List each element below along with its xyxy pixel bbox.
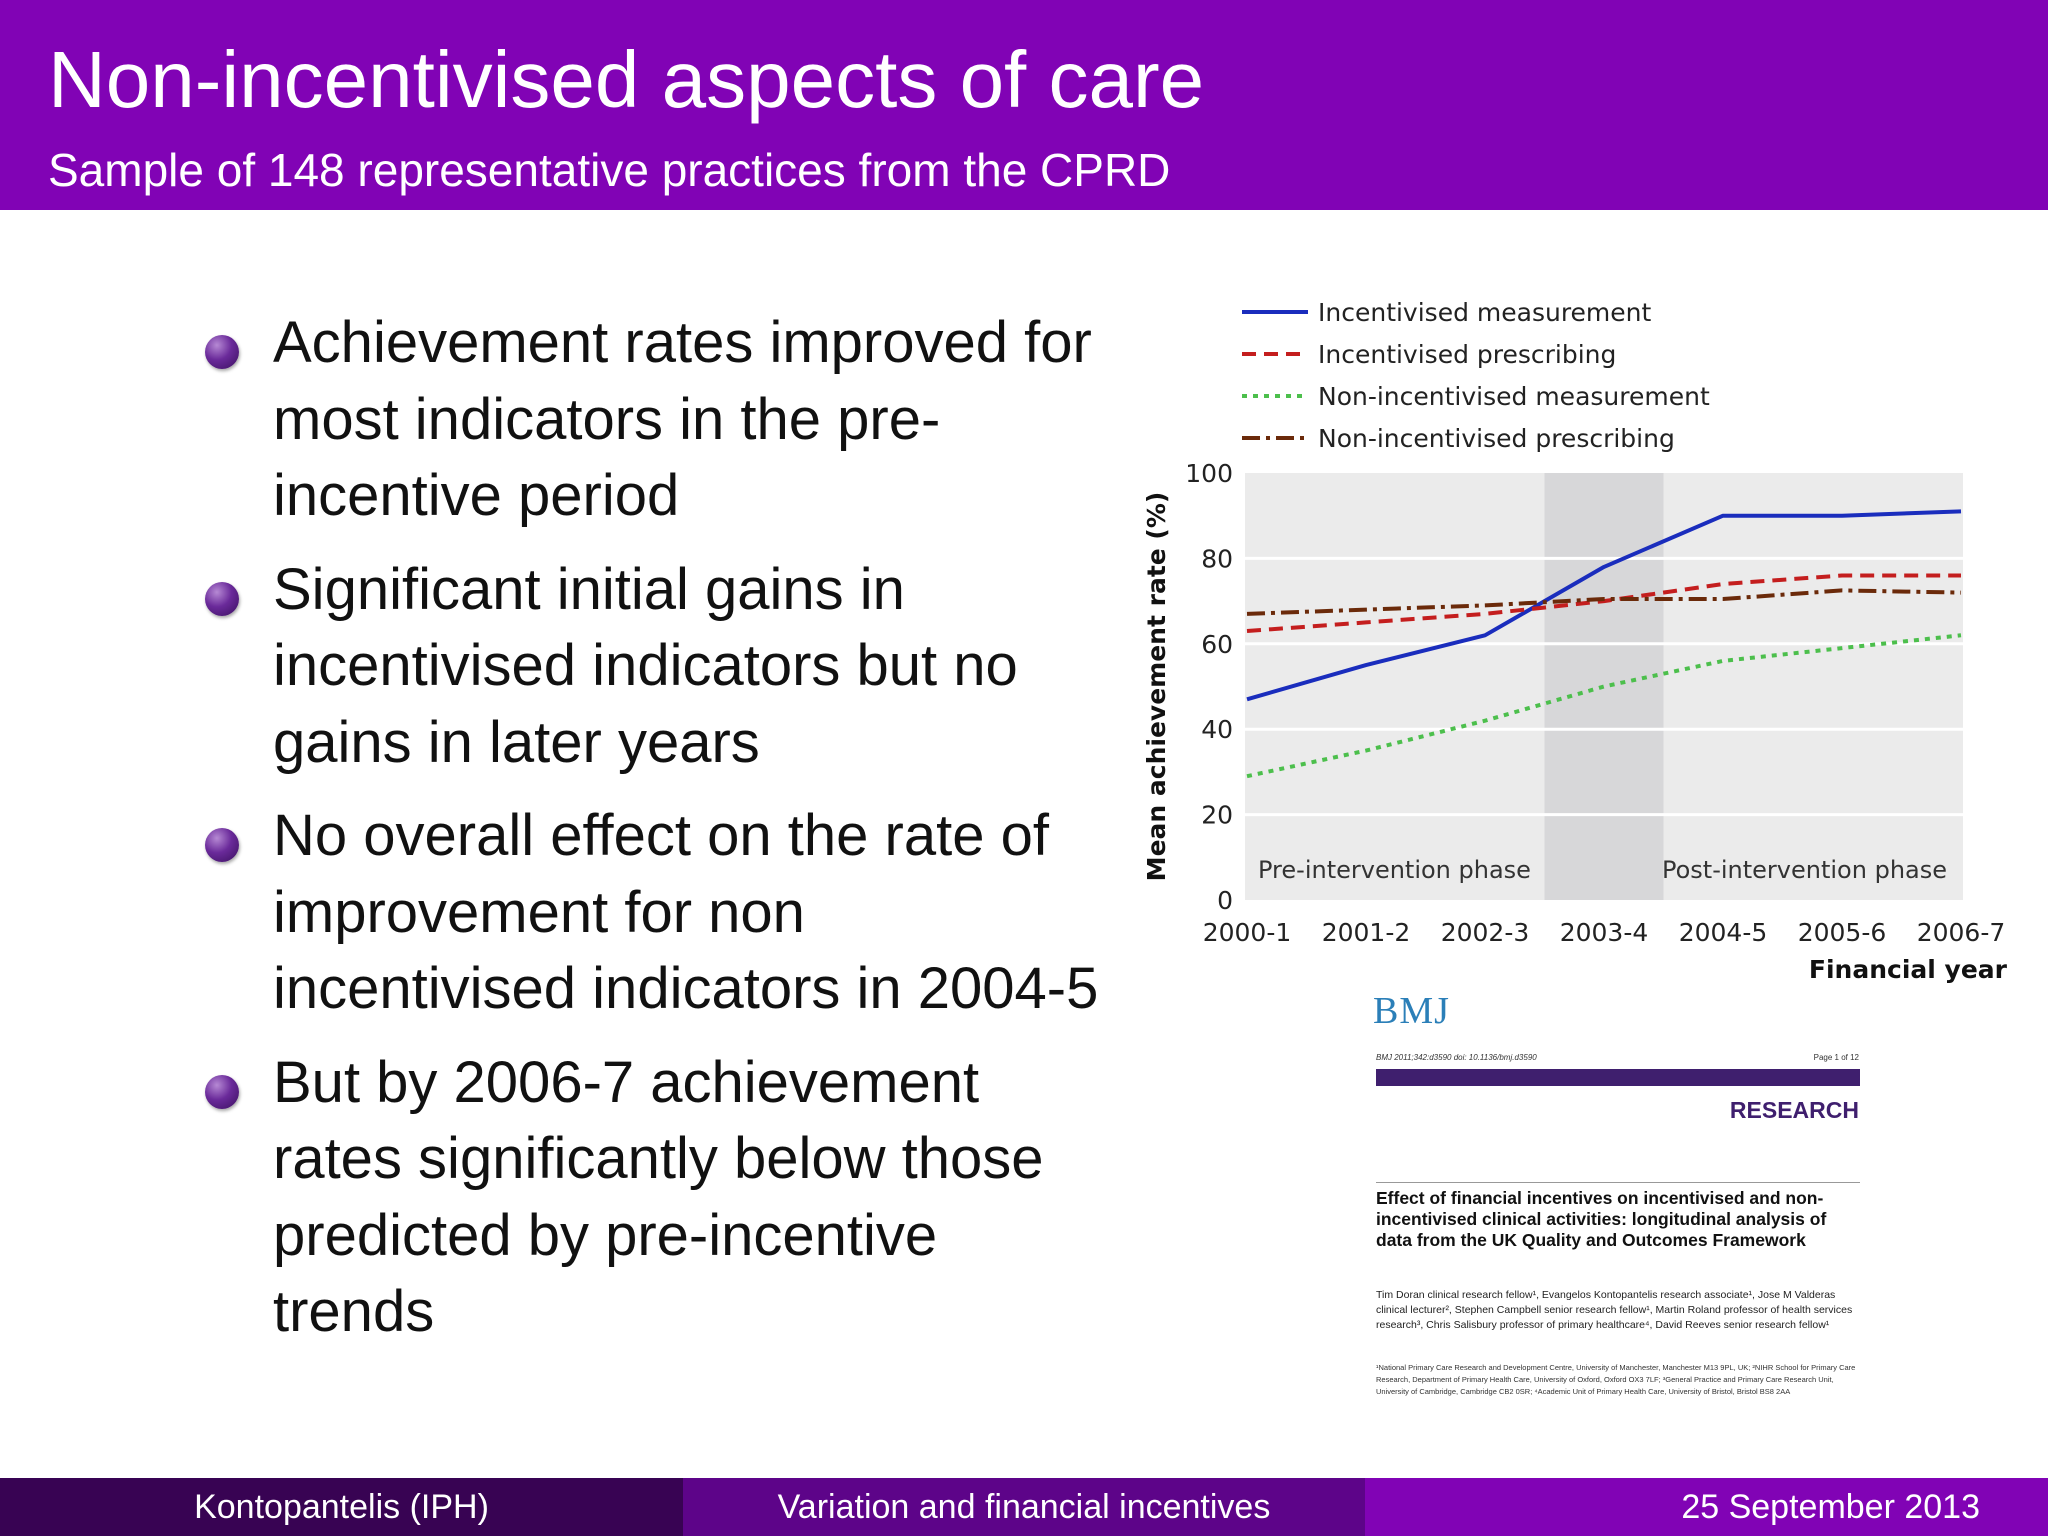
x-tick-label: 2005-6 [1798,918,1887,947]
x-tick-label: 2006-7 [1917,918,2006,947]
legend-label: Incentivised measurement [1318,298,1652,327]
y-tick-label: 20 [1201,801,1233,830]
bullet-ball-icon [205,581,239,616]
bmj-paper-snippet: BMJ BMJ 2011;342:d3590 doi: 10.1136/bmj.… [1370,985,1865,1405]
bullet-text: Significant initial gains in incentivise… [273,556,1018,775]
footer-date: 25 September 2013 [1365,1478,2048,1536]
achievement-line-chart: 0 20 40 60 80 100 2000-1 2001-2 2002-3 2003-4 2004… [1142,298,2008,984]
bullet-text: No overall effect on the rate of improve… [273,803,1099,1021]
paper-authors: Tim Doran clinical research fellow¹, Eva… [1376,1289,1853,1331]
slide-header: Non-incentivised aspects of care Sample … [0,0,2048,210]
y-axis-title: Mean achievement rate (%) [1142,492,1171,882]
series-line [1246,588,1962,616]
slide-title: Non-incentivised aspects of care [48,35,1205,124]
series-line [1246,509,1962,702]
y-tick-label: 60 [1201,630,1233,659]
x-tick-label: 2000-1 [1203,918,1292,947]
footer-date-text: 25 September 2013 [1681,1488,1980,1526]
x-tick-label: 2004-5 [1679,918,1768,947]
bmj-logo: BMJ [1373,990,1450,1032]
legend-label: Non-incentivised measurement [1318,382,1710,411]
bullet-text: But by 2006-7 achievement rates signific… [273,1049,1044,1345]
series-line [1246,633,1962,779]
footer-author: Kontopantelis (IPH) [0,1478,683,1536]
paper-section-label: RESEARCH [1729,1097,1859,1123]
x-tick-label: 2003-4 [1560,918,1649,947]
slide-footer: Kontopantelis (IPH) Variation and financ… [0,1478,2048,1536]
paper-divider [1376,1182,1860,1183]
bullet-ball-icon [205,828,239,862]
legend-label: Incentivised prescribing [1318,340,1616,369]
intervention-shaded-region [1544,473,1664,900]
post-phase-label: Post-intervention phase [1662,856,1947,884]
x-tick-label: 2002-3 [1441,918,1530,947]
bullet-item: No overall effect on the rate of improve… [205,798,1105,1028]
bullet-item: Achievement rates improved for most indi… [205,305,1105,535]
bullet-ball-icon [205,1074,239,1109]
series-line [1246,573,1961,633]
footer-talk-title: Variation and financial incentives [683,1478,1365,1536]
y-tick-label: 40 [1201,715,1233,744]
legend-label: Non-incentivised prescribing [1318,424,1675,453]
slide-subtitle: Sample of 148 representative practices f… [48,144,1171,196]
x-tick-label: 2001-2 [1322,918,1411,947]
bullet-item: But by 2006-7 achievement rates signific… [205,1045,1105,1351]
paper-header-bar [1376,1069,1860,1086]
paper-page-number: Page 1 of 12 [1813,1053,1859,1062]
paper-affiliations: ¹National Primary Care Research and Deve… [1376,1363,1856,1396]
y-tick-label: 0 [1217,886,1233,915]
y-tick-label: 80 [1201,544,1233,573]
pre-phase-label: Pre-intervention phase [1258,856,1531,884]
x-axis-title: Financial year [1809,955,2008,984]
bullet-item: Significant initial gains in incentivise… [205,552,1105,782]
bullet-text: Achievement rates improved for most indi… [273,310,1092,528]
paper-title: Effect of financial incentives on incent… [1376,1188,1827,1250]
bullet-ball-icon [205,335,239,369]
paper-citation: BMJ 2011;342:d3590 doi: 10.1136/bmj.d359… [1376,1053,1537,1062]
y-tick-label: 100 [1185,459,1233,488]
bullet-list: Achievement rates improved for most indi… [205,305,1105,1368]
